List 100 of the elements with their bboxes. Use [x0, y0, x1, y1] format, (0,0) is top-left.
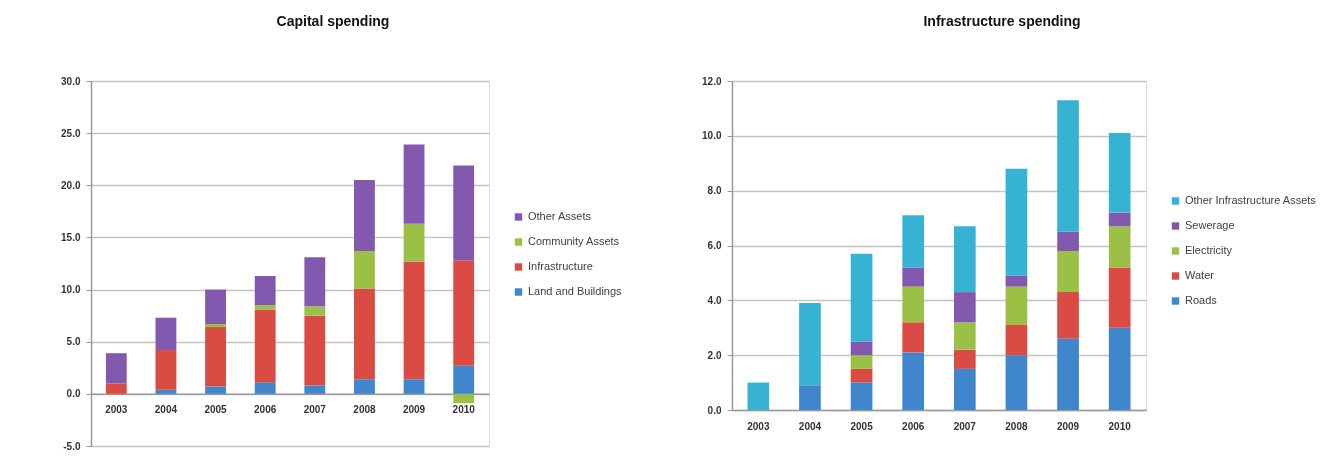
bar	[354, 379, 375, 394]
bar	[403, 379, 425, 394]
y-tick-label: 30.0	[61, 75, 81, 87]
bar	[953, 322, 976, 350]
bar	[1108, 267, 1131, 328]
x-tick-label: 2003	[747, 420, 770, 432]
bar	[902, 352, 925, 410]
bar	[953, 349, 976, 369]
y-tick-label: -5.0	[63, 440, 81, 452]
x-tick-label: 2008	[353, 404, 376, 416]
bar	[1057, 292, 1079, 339]
x-tick-label: 2006	[902, 420, 925, 432]
bar	[254, 305, 276, 310]
x-tick-label: 2007	[303, 404, 327, 416]
bar	[902, 286, 925, 323]
bar	[850, 341, 873, 356]
bar	[1005, 325, 1028, 356]
chart-title: Infrastructure spending	[923, 13, 1081, 29]
x-tick-label: 2010	[1108, 420, 1132, 432]
legend-label: Land and Buildings	[528, 285, 623, 297]
bar	[105, 383, 127, 394]
bar	[1108, 133, 1131, 213]
bar	[850, 382, 873, 410]
y-tick-label: 20.0	[61, 179, 81, 191]
bar	[155, 389, 177, 394]
legend-label: Water	[1185, 269, 1215, 281]
x-tick-label: 2009	[402, 404, 426, 416]
bar	[799, 385, 821, 410]
bar	[453, 365, 475, 394]
y-tick-label: 25.0	[61, 127, 81, 139]
y-tick-label: 0.0	[66, 388, 81, 400]
bar	[902, 267, 925, 287]
bar	[354, 288, 375, 380]
bar	[453, 393, 475, 404]
bar	[453, 165, 475, 261]
chart-title: Capital spending	[276, 13, 390, 29]
bar	[1108, 327, 1131, 410]
bar	[155, 350, 177, 390]
bar	[254, 382, 276, 394]
bar	[1057, 231, 1079, 251]
y-tick-label: 2.0	[707, 349, 722, 361]
y-tick-label: 0.0	[707, 404, 722, 416]
bar	[205, 327, 226, 387]
bar	[1108, 226, 1131, 268]
bar	[747, 382, 770, 410]
y-tick-label: 15.0	[61, 231, 81, 243]
legend-label: Other Assets	[528, 210, 592, 222]
bar	[953, 226, 976, 293]
x-tick-label: 2004	[798, 420, 822, 432]
legend-label: Other Infrastructure Assets	[1185, 194, 1317, 206]
bar	[254, 276, 276, 306]
y-tick-label: 6.0	[707, 240, 722, 251]
legend-label: Electricity	[1185, 244, 1233, 256]
legend-label: Community Assets	[528, 235, 620, 247]
x-tick-label: 2005	[204, 404, 228, 416]
bar	[850, 253, 873, 342]
bar	[254, 309, 276, 383]
bar	[1005, 355, 1028, 410]
y-tick-label: 10.0	[702, 130, 722, 142]
bar	[403, 144, 425, 224]
bar	[1005, 286, 1028, 326]
y-tick-label: 5.0	[66, 336, 81, 348]
bar	[953, 292, 976, 323]
bar	[105, 353, 127, 384]
x-tick-label: 2008	[1005, 420, 1028, 432]
legend-label: Roads	[1185, 294, 1218, 306]
bar	[403, 261, 425, 380]
bar	[155, 317, 177, 351]
x-tick-label: 2005	[850, 420, 874, 432]
bar	[354, 180, 375, 251]
y-tick-label: 4.0	[707, 294, 722, 306]
bar	[1005, 275, 1028, 287]
legend-label: Infrastructure	[528, 260, 593, 272]
bar	[850, 355, 873, 369]
bar	[799, 303, 821, 386]
bar	[953, 368, 976, 410]
bar	[205, 289, 226, 324]
bar	[1057, 250, 1079, 293]
bar	[304, 306, 326, 316]
x-tick-label: 2004	[154, 404, 178, 416]
y-tick-label: 10.0	[61, 284, 81, 296]
x-tick-label: 2007	[953, 420, 977, 432]
bar	[1057, 338, 1079, 410]
bar	[902, 215, 925, 268]
bar	[354, 250, 375, 289]
legend-label: Sewerage	[1185, 219, 1235, 231]
bar	[403, 223, 425, 262]
bar	[1108, 212, 1131, 227]
bar	[902, 322, 925, 353]
bar	[304, 315, 326, 386]
x-tick-label: 2003	[105, 404, 128, 416]
bar	[850, 368, 873, 383]
y-tick-label: 8.0	[707, 185, 722, 197]
bar	[304, 385, 326, 394]
x-tick-label: 2006	[254, 404, 277, 416]
y-tick-label: 12.0	[702, 75, 722, 87]
x-tick-label: 2009	[1056, 420, 1080, 432]
bar	[205, 386, 226, 394]
bar	[1005, 168, 1028, 276]
bar	[453, 260, 475, 366]
